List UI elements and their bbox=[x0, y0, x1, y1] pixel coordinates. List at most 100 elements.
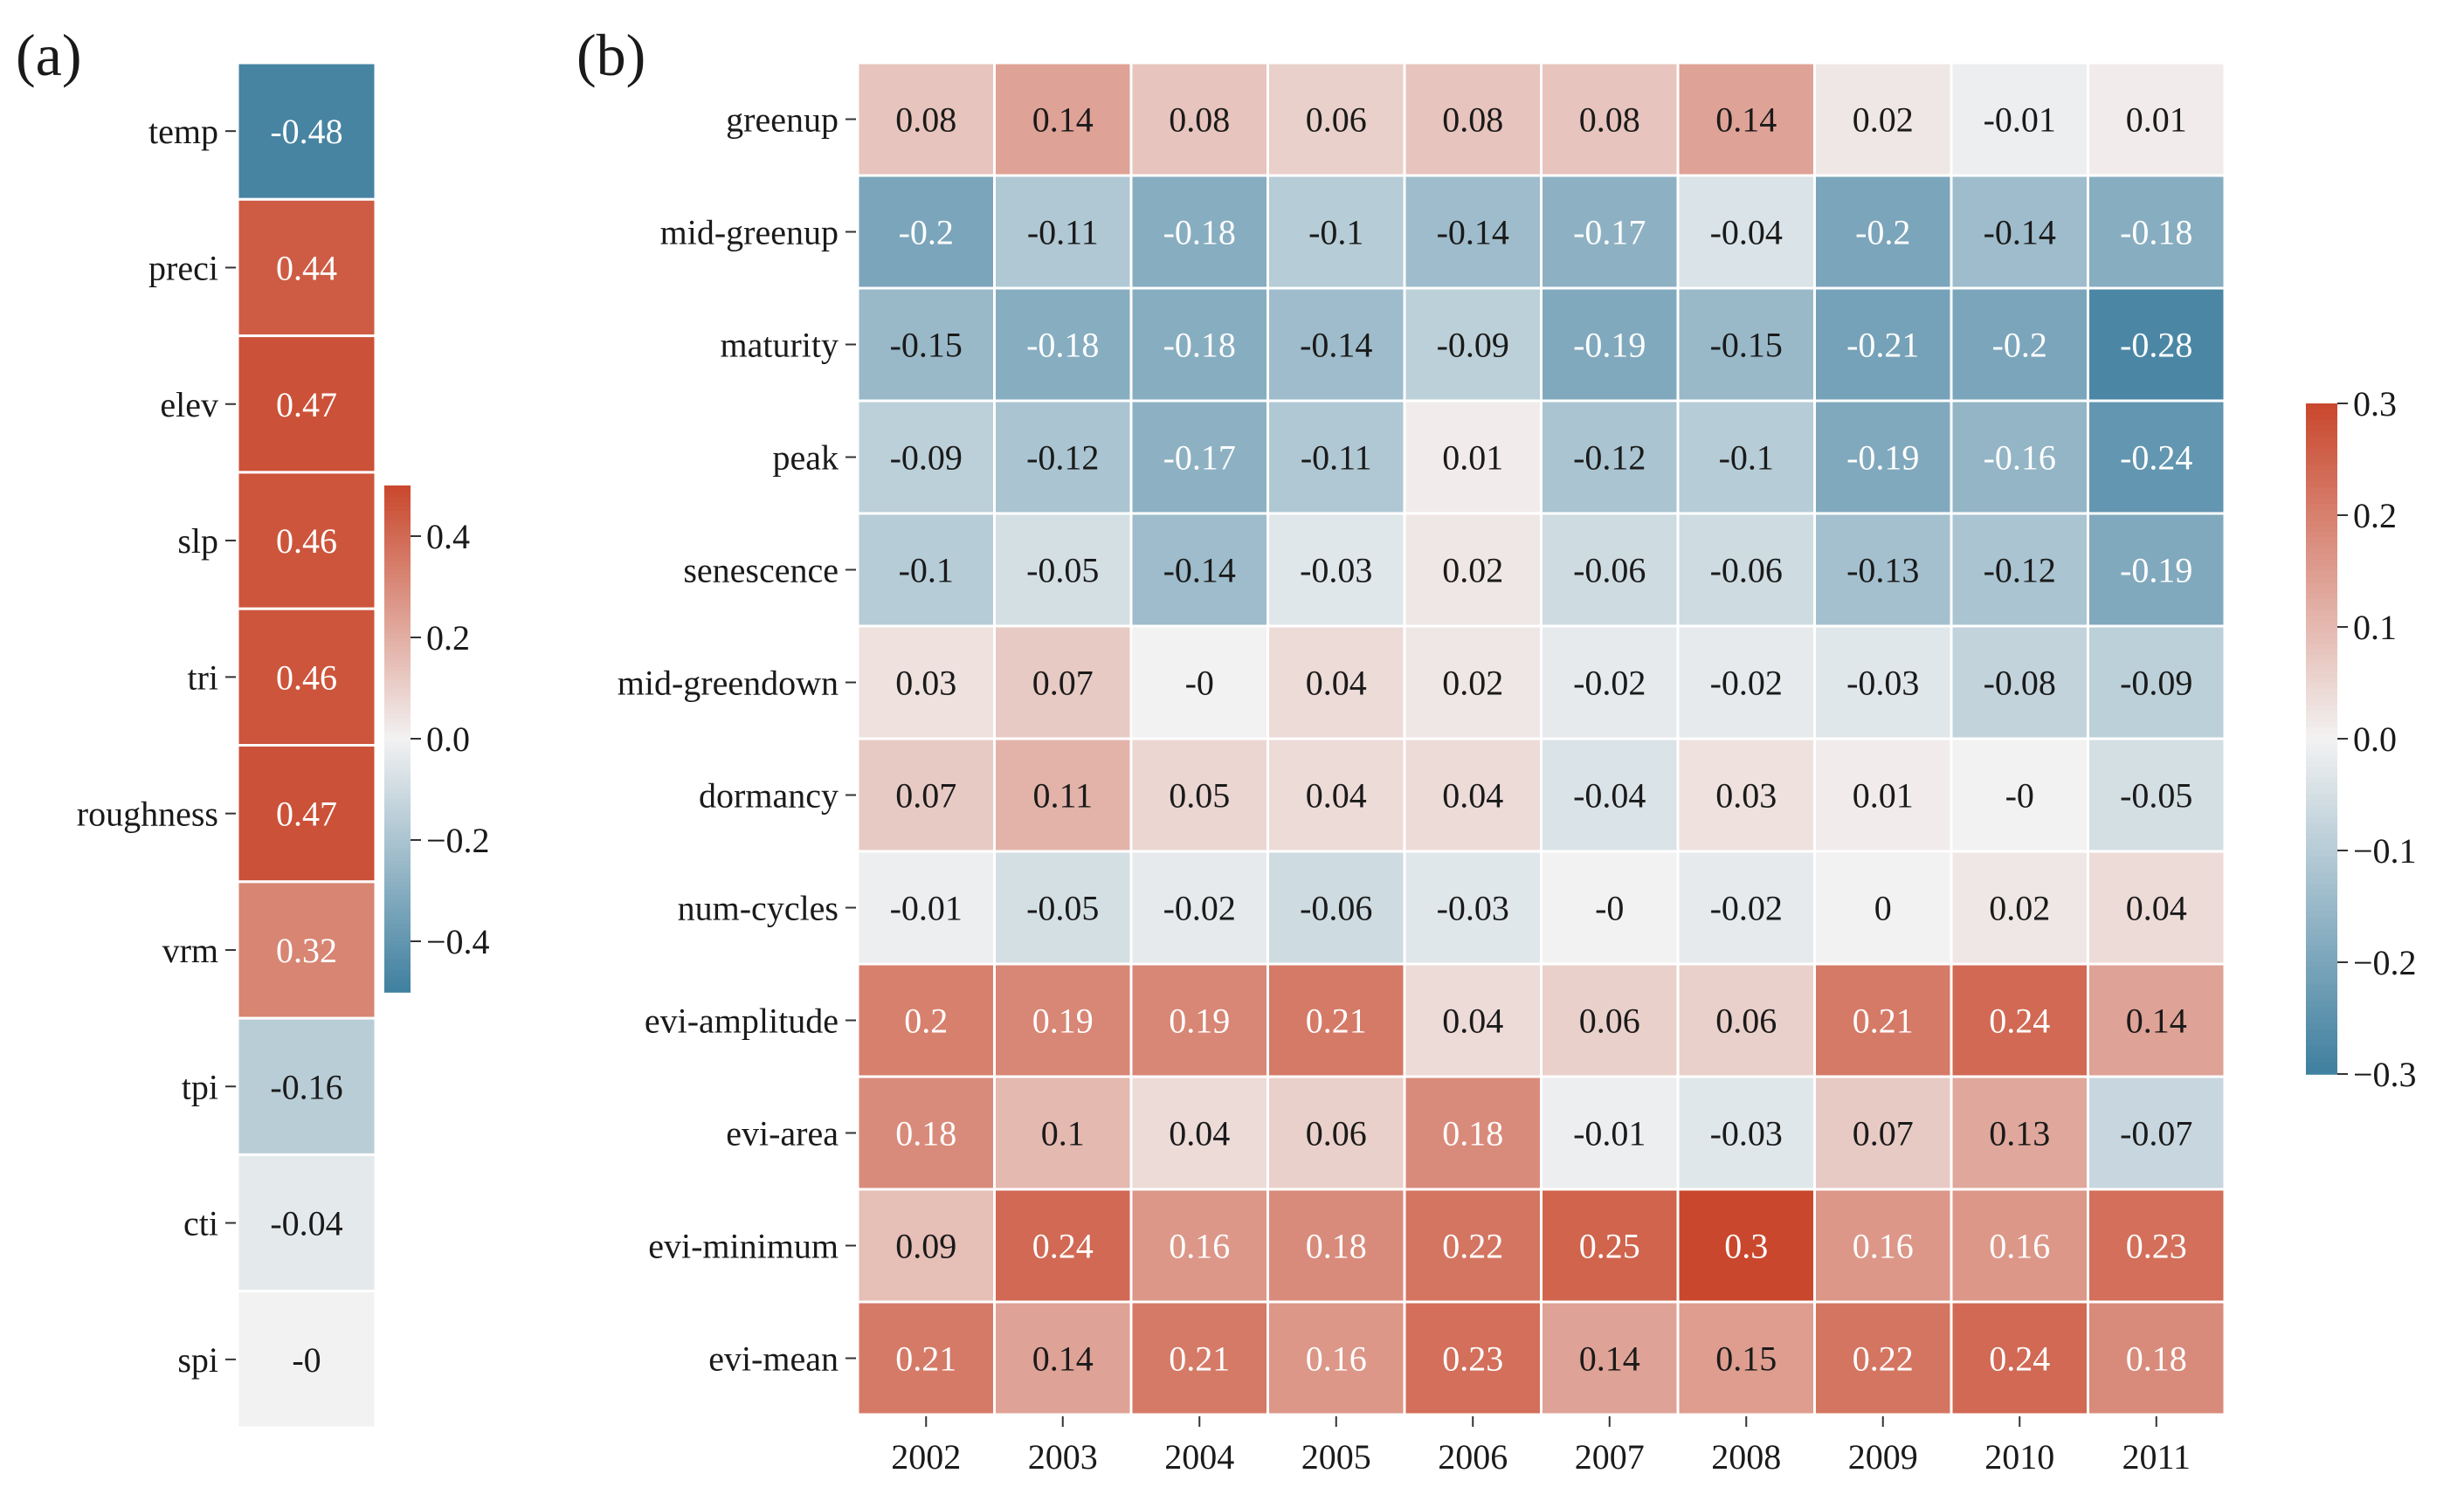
row-label: senescence bbox=[683, 551, 839, 590]
cell-value-label: -0.04 bbox=[1710, 213, 1783, 252]
colorbar-gradient-step bbox=[384, 587, 411, 592]
cell-value-label: 0.21 bbox=[1306, 1002, 1367, 1041]
cell-value-label: 0.21 bbox=[895, 1339, 956, 1379]
colorbar-gradient-step bbox=[2306, 487, 2337, 494]
cell-value-label: -0.03 bbox=[1710, 1114, 1783, 1153]
heatmap-cell bbox=[993, 1075, 1133, 1191]
row-label: slp bbox=[177, 521, 218, 561]
heatmap-cell bbox=[1267, 850, 1406, 966]
colorbar-gradient-step bbox=[384, 894, 411, 900]
heatmap-cell bbox=[1267, 399, 1406, 515]
colorbar-gradient-step bbox=[2306, 906, 2337, 913]
colorbar-gradient-step bbox=[2306, 671, 2337, 678]
colorbar-gradient-step bbox=[2306, 923, 2337, 930]
row-label: evi-minimum bbox=[648, 1227, 839, 1266]
cell-value-label: 0.32 bbox=[276, 931, 337, 970]
cell-value-label: 0.11 bbox=[1032, 776, 1093, 816]
colorbar-gradient-step bbox=[2306, 481, 2337, 488]
colorbar-gradient-step bbox=[2306, 844, 2337, 851]
colorbar-gradient-step bbox=[2306, 588, 2337, 595]
colorbar-gradient-step bbox=[384, 954, 411, 960]
heatmap-cell bbox=[856, 962, 996, 1078]
heatmap-cell bbox=[236, 334, 377, 474]
colorbar-gradient-step bbox=[2306, 967, 2337, 974]
colorbar-gradient-step bbox=[2306, 498, 2337, 505]
colorbar-gradient-step bbox=[384, 637, 411, 643]
colorbar-gradient-step bbox=[2306, 688, 2337, 695]
heatmap-cell bbox=[1129, 1075, 1269, 1191]
column-label: 2002 bbox=[891, 1437, 961, 1477]
cell-value-label: 0.16 bbox=[1306, 1339, 1367, 1379]
colorbar-gradient-step bbox=[384, 848, 411, 854]
colorbar-gradient-step bbox=[2306, 749, 2337, 756]
colorbar-gradient-step bbox=[2306, 565, 2337, 572]
colorbar-tick-label: −0.2 bbox=[2353, 943, 2417, 982]
colorbar-gradient-step bbox=[2306, 917, 2337, 924]
cell-value-label: -0.18 bbox=[1163, 213, 1236, 252]
cell-value-label: -0.05 bbox=[1026, 551, 1099, 590]
cell-value-label: 0.04 bbox=[1442, 1002, 1503, 1041]
heatmap-cell bbox=[1403, 962, 1543, 1078]
cell-value-label: -0.07 bbox=[2120, 1114, 2192, 1153]
column-label: 2008 bbox=[1711, 1437, 1781, 1477]
colorbar-gradient-step bbox=[2306, 772, 2337, 779]
colorbar-gradient-step bbox=[384, 772, 411, 778]
cell-value-label: 0.13 bbox=[1989, 1114, 2050, 1153]
colorbar-gradient-step bbox=[384, 899, 411, 905]
cell-value-label: -0.08 bbox=[1984, 664, 2056, 703]
colorbar-gradient-step bbox=[384, 713, 411, 719]
cell-value-label: 0.07 bbox=[1032, 664, 1094, 703]
colorbar-gradient-step bbox=[384, 523, 411, 529]
cell-value-label: -0.06 bbox=[1710, 551, 1783, 590]
colorbar-gradient-step bbox=[384, 608, 411, 613]
colorbar-gradient-step bbox=[2306, 1035, 2337, 1042]
heatmap-cell bbox=[1950, 1075, 2089, 1191]
colorbar-gradient-step bbox=[384, 498, 411, 504]
cell-value-label: -0.06 bbox=[1300, 889, 1372, 928]
cell-value-label: -0.19 bbox=[1573, 326, 1646, 365]
heatmap-cell bbox=[1403, 512, 1543, 628]
colorbar-gradient-step bbox=[2306, 867, 2337, 874]
heatmap-cell bbox=[2087, 737, 2226, 853]
colorbar-tick-label: 0.3 bbox=[2353, 384, 2397, 423]
panel-b-label: (b) bbox=[576, 22, 645, 88]
colorbar-gradient-step bbox=[2306, 761, 2337, 768]
colorbar-tick-label: 0.4 bbox=[426, 517, 470, 556]
colorbar-gradient-step bbox=[384, 818, 411, 824]
cell-value-label: -0.16 bbox=[1984, 438, 2056, 478]
colorbar-gradient-step bbox=[384, 514, 411, 520]
colorbar-gradient-step bbox=[384, 823, 411, 829]
cell-value-label: 0.04 bbox=[1169, 1114, 1230, 1153]
cell-value-label: -0.2 bbox=[1992, 326, 2047, 365]
heatmap-cell bbox=[1540, 624, 1680, 740]
colorbar-gradient-step bbox=[384, 493, 411, 499]
cell-value-label: 0.03 bbox=[895, 664, 956, 703]
heatmap-cell bbox=[2087, 850, 2226, 966]
colorbar-gradient-step bbox=[2306, 1012, 2337, 1019]
colorbar-gradient-step bbox=[384, 840, 411, 845]
cell-value-label: 0.06 bbox=[1306, 100, 1367, 140]
colorbar-gradient-step bbox=[384, 574, 411, 580]
cell-value-label: 0.22 bbox=[1853, 1339, 1914, 1379]
colorbar-gradient-step bbox=[384, 760, 411, 765]
panel-a-label: (a) bbox=[16, 22, 81, 88]
colorbar-gradient-step bbox=[2306, 823, 2337, 830]
cell-value-label: -0.02 bbox=[1573, 664, 1646, 703]
colorbar-gradient-step bbox=[384, 919, 411, 926]
row-label: vrm bbox=[162, 931, 218, 970]
cell-value-label: 0.16 bbox=[1169, 1227, 1230, 1266]
cell-value-label: 0.19 bbox=[1169, 1002, 1230, 1041]
colorbar-gradient-step bbox=[384, 937, 411, 942]
colorbar-gradient-step bbox=[384, 536, 411, 541]
panel-a-heatmap: -0.48 temp 0.44 preci 0.47 elev 0.46 slp 0.46 tri… bbox=[77, 61, 377, 1429]
heatmap-cell bbox=[1813, 1075, 1953, 1191]
colorbar-gradient-step bbox=[2306, 515, 2337, 522]
column-label: 2006 bbox=[1438, 1437, 1508, 1477]
cell-value-label: -0.05 bbox=[1026, 889, 1099, 928]
cell-value-label: 0.01 bbox=[1442, 438, 1503, 478]
colorbar-gradient-step bbox=[384, 903, 411, 909]
colorbar-gradient-step bbox=[2306, 425, 2337, 432]
cell-value-label: -0.19 bbox=[1846, 438, 1919, 478]
heatmap-cell bbox=[1950, 1300, 2089, 1416]
colorbar-gradient-step bbox=[2306, 1001, 2337, 1008]
